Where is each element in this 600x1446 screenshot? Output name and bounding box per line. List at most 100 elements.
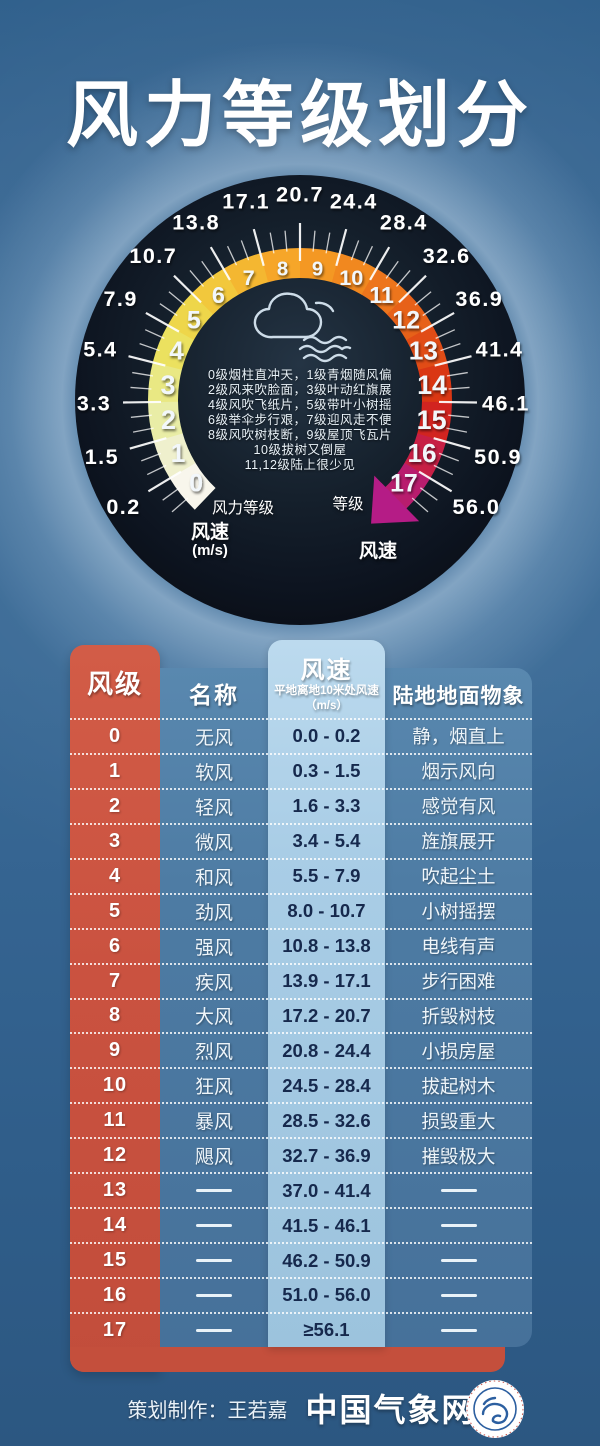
gauge-speed-label: 46.1 <box>482 391 530 415</box>
gauge-ticks <box>123 223 477 513</box>
gauge-arc <box>148 248 452 524</box>
table-row: 1 软风 0.3 - 1.5 烟示风向 <box>70 752 532 788</box>
rhyme-line: 0级烟柱直冲天，1级青烟随风偏 <box>208 368 392 382</box>
cell-speed: 46.2 - 50.9 <box>282 1249 371 1271</box>
empty-dash <box>196 1189 232 1192</box>
gauge-minor-tick <box>440 342 461 352</box>
gauge-level-number: 10 <box>339 265 363 290</box>
rhyme-line: 4级风吹飞纸片，5级带叶小树摇 <box>208 398 392 412</box>
gauge-speed-label: 36.9 <box>455 287 503 311</box>
cell-speed: 28.5 - 32.6 <box>282 1109 371 1131</box>
gauge-caption-force-level: 风力等级 <box>211 500 274 517</box>
gauge-segment-4 <box>152 324 195 370</box>
cell-name: 强风 <box>194 937 233 959</box>
cell-phen: 小树摇摆 <box>421 901 496 923</box>
table-row: 2 轻风 1.6 - 3.3 感觉有风 <box>70 787 532 823</box>
gauge-segment-5 <box>167 292 214 340</box>
cell-speed: 41.5 - 46.1 <box>282 1214 371 1236</box>
cell-speed: 1.6 - 3.3 <box>292 795 361 817</box>
cell-phen <box>385 1209 532 1242</box>
gauge-end-arrow <box>371 475 420 524</box>
cell-phen <box>385 1244 532 1277</box>
gauge-segment-12 <box>386 293 433 341</box>
cell-name: 大风 <box>194 1007 233 1029</box>
gauge-level-number: 14 <box>417 370 447 400</box>
cell-name: 软风 <box>194 762 233 784</box>
cell-phen: 吹起尘土 <box>421 866 496 888</box>
cell-phen <box>385 1279 532 1312</box>
cell-phen: 损毁重大 <box>421 1110 496 1132</box>
gauge-minor-tick <box>325 232 331 254</box>
gauge-minor-tick <box>385 260 399 279</box>
cell-speed: 10.8 - 13.8 <box>282 935 371 957</box>
gauge-minor-tick <box>448 386 470 390</box>
gauge-minor-tick <box>144 329 165 339</box>
gauge-minor-tick <box>130 386 152 390</box>
gauge-level-number: 1 <box>171 438 186 468</box>
header-name: 名称 <box>189 682 239 708</box>
gauge-segment-6 <box>191 268 240 315</box>
cell-level: 7 <box>108 969 122 992</box>
cell-name <box>160 1209 268 1242</box>
gauge-minor-tick <box>438 452 459 462</box>
cell-speed: 8.0 - 10.7 <box>287 900 366 922</box>
table-row: 9 烈风 20.8 - 24.4 小损房屋 <box>70 1032 532 1067</box>
cell-level: 5 <box>108 899 122 922</box>
gauge-minor-tick <box>446 427 468 433</box>
gauge-boundary-tick <box>369 246 391 281</box>
gauge-segment-9 <box>300 248 341 283</box>
rhyme-line: 8级风吹树枝断，9级屋顶飞瓦片 <box>208 428 392 442</box>
table-rows: 0 无风 0.0 - 0.2 静，烟直上 1 软风 0.3 - 1.5 烟示风向 2 轻风 1.6 … <box>70 718 532 1347</box>
cell-level: 15 <box>102 1249 128 1272</box>
gauge-minor-tick <box>139 342 160 352</box>
table-row: 10 狂风 24.5 - 28.4 拔起树木 <box>70 1067 532 1102</box>
gauge-level-number: 4 <box>169 336 184 366</box>
cell-name: 微风 <box>194 832 233 854</box>
gauge-boundary-tick <box>252 228 265 267</box>
header-speed-subtitle: 平地离地10米处风速 <box>274 685 379 697</box>
cell-speed: 20.8 - 24.4 <box>282 1039 371 1061</box>
cell-name <box>160 1174 268 1207</box>
cell-phen: 折毁树枝 <box>421 1005 496 1027</box>
gauge-minor-tick <box>419 487 438 501</box>
gauge-dial-background <box>75 175 525 625</box>
gauge-minor-tick <box>132 427 154 433</box>
cell-name: 劲风 <box>194 902 233 924</box>
gauge-speed-label: 32.6 <box>423 244 471 268</box>
gauge-minor-tick <box>130 414 152 418</box>
gauge-minor-tick <box>168 291 186 306</box>
empty-dash <box>196 1329 232 1332</box>
rhyme-line: 11,12级陆上很少见 <box>244 458 356 472</box>
table-bottom-bar <box>70 1347 505 1372</box>
gauge-minor-tick <box>433 464 454 476</box>
gauge-minor-tick <box>422 303 441 317</box>
gauge-minor-tick <box>362 245 374 266</box>
page-title: 风力等级划分 <box>65 76 534 156</box>
gauge-segment-8 <box>260 248 301 283</box>
cell-phen: 烟示风向 <box>421 761 496 783</box>
cell-phen: 电线有声 <box>421 936 496 958</box>
table-row: 12 飓风 32.7 - 36.9 摧毁极大 <box>70 1137 532 1172</box>
cell-level: 9 <box>108 1039 122 1062</box>
gauge-boundary-tick <box>335 228 348 267</box>
cell-name: 飓风 <box>194 1147 233 1169</box>
rhyme-line: 2级风来吹脸面，3级叶动红旗展 <box>208 383 392 397</box>
rhyme-line: 10级拔树又倒屋 <box>253 443 347 457</box>
gauge-speed-label: 0.2 <box>106 495 140 519</box>
gauge-speed-label: 17.1 <box>222 190 270 214</box>
cell-level: 14 <box>102 1214 128 1237</box>
header-phenomena: 陆地地面物象 <box>392 685 525 708</box>
cell-speed: 0.3 - 1.5 <box>292 760 361 782</box>
header-speed: 风速 <box>300 657 353 684</box>
credit-text: 策划制作：王若嘉 <box>127 1400 288 1422</box>
gauge-boundary-tick <box>173 274 202 304</box>
cell-speed: 5.5 - 7.9 <box>292 865 361 887</box>
gauge-minor-tick <box>414 291 432 306</box>
gauge-minor-tick <box>226 245 238 266</box>
cloud-wind-icon <box>253 292 352 363</box>
gauge-boundary-tick <box>129 437 167 450</box>
gauge-level-number: 8 <box>277 258 288 280</box>
cell-name: 烈风 <box>194 1042 233 1064</box>
